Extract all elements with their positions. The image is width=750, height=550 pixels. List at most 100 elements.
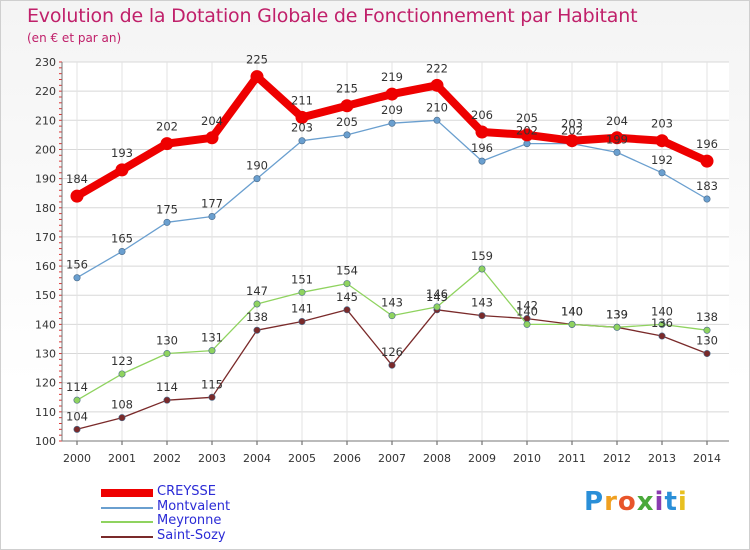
data-label: 205 (336, 115, 358, 129)
proxiti-logo: Proxiti (584, 487, 688, 517)
data-point (613, 323, 621, 331)
data-label: 131 (201, 331, 223, 345)
y-tick-label: 220 (35, 85, 56, 98)
legend-swatch (101, 506, 153, 509)
data-label: 196 (696, 137, 718, 151)
data-label: 115 (201, 377, 223, 391)
data-point (385, 87, 399, 101)
logo-letter: i (654, 487, 665, 517)
data-point (163, 218, 171, 226)
data-point (565, 134, 579, 148)
data-point (208, 347, 216, 355)
legend-item: CREYSSE (101, 484, 301, 500)
data-point (118, 248, 126, 256)
data-label: 202 (156, 120, 178, 134)
y-tick-label: 180 (35, 202, 56, 215)
data-label: 143 (381, 296, 403, 310)
data-point (478, 312, 486, 320)
data-point (298, 288, 306, 296)
data-point (610, 131, 624, 145)
data-point (703, 195, 711, 203)
data-point (163, 396, 171, 404)
data-label: 219 (381, 70, 403, 84)
data-label: 151 (291, 272, 313, 286)
x-tick-label: 2001 (108, 452, 136, 465)
x-tick-label: 2010 (513, 452, 541, 465)
data-point (73, 274, 81, 282)
x-tick-label: 2002 (153, 452, 181, 465)
data-label: 108 (111, 398, 133, 412)
data-label: 175 (156, 202, 178, 216)
x-tick-label: 2006 (333, 452, 361, 465)
chart-subtitle: (en € et par an) (27, 31, 122, 45)
legend-label: Saint-Sozy (157, 527, 226, 543)
data-point (343, 306, 351, 314)
data-point (118, 370, 126, 378)
data-point (208, 213, 216, 221)
data-point (208, 393, 216, 401)
legend-swatch (101, 489, 153, 497)
data-point (388, 312, 396, 320)
series (70, 70, 714, 433)
data-label: 145 (336, 290, 358, 304)
data-label: 136 (651, 316, 673, 330)
data-label: 146 (426, 287, 448, 301)
data-label: 145 (426, 290, 448, 304)
data-label: 140 (516, 304, 538, 318)
y-tick-label: 140 (35, 318, 56, 331)
data-label: 140 (651, 304, 673, 318)
legend-item: Saint-Sozy (101, 527, 301, 544)
data-point (205, 131, 219, 145)
data-point (73, 425, 81, 433)
y-tick-label: 130 (35, 348, 56, 361)
plot-area (62, 62, 729, 441)
x-tick-label: 2012 (603, 452, 631, 465)
x-tick-label: 2009 (468, 452, 496, 465)
axes: 100 110 120 130 140 150 160 170 180 190 200 210 220 2… (35, 56, 729, 465)
data-label: 140 (561, 304, 583, 318)
data-label: 203 (561, 117, 583, 131)
data-point (253, 175, 261, 183)
data-label: 215 (336, 82, 358, 96)
legend-swatch (101, 521, 153, 523)
data-label: 104 (66, 409, 88, 423)
data-label: 203 (291, 121, 313, 135)
data-point (613, 148, 621, 156)
data-point (478, 265, 486, 273)
data-label: 225 (246, 53, 268, 67)
data-point (703, 350, 711, 358)
data-label: 143 (471, 296, 493, 310)
data-point (160, 137, 174, 151)
x-tick-label: 2005 (288, 452, 316, 465)
data-label: 193 (111, 146, 133, 160)
y-tick-label: 170 (35, 231, 56, 244)
data-label: 130 (156, 334, 178, 348)
data-point (298, 317, 306, 325)
data-point (163, 350, 171, 358)
legend-label: Montvalent (157, 498, 231, 514)
data-label: 202 (516, 124, 538, 138)
y-tick-label: 110 (35, 406, 56, 419)
logo-letter: x (636, 487, 655, 517)
x-tick-label: 2004 (243, 452, 271, 465)
data-label: 209 (381, 103, 403, 117)
data-point (658, 169, 666, 177)
data-point (478, 157, 486, 165)
data-label: 202 (561, 124, 583, 138)
data-point (388, 361, 396, 369)
data-point (658, 320, 666, 328)
data-label: 126 (381, 345, 403, 359)
data-label: 159 (471, 249, 493, 263)
y-tick-label: 150 (35, 289, 56, 302)
logo-letter: P (584, 487, 605, 517)
data-point (340, 99, 354, 113)
data-point (655, 134, 669, 148)
legend-label: CREYSSE (157, 484, 216, 499)
x-tick-label: 2011 (558, 452, 586, 465)
grid (62, 61, 729, 442)
data-label: 141 (291, 301, 313, 315)
data-point (475, 125, 489, 139)
data-label: 184 (66, 172, 88, 186)
